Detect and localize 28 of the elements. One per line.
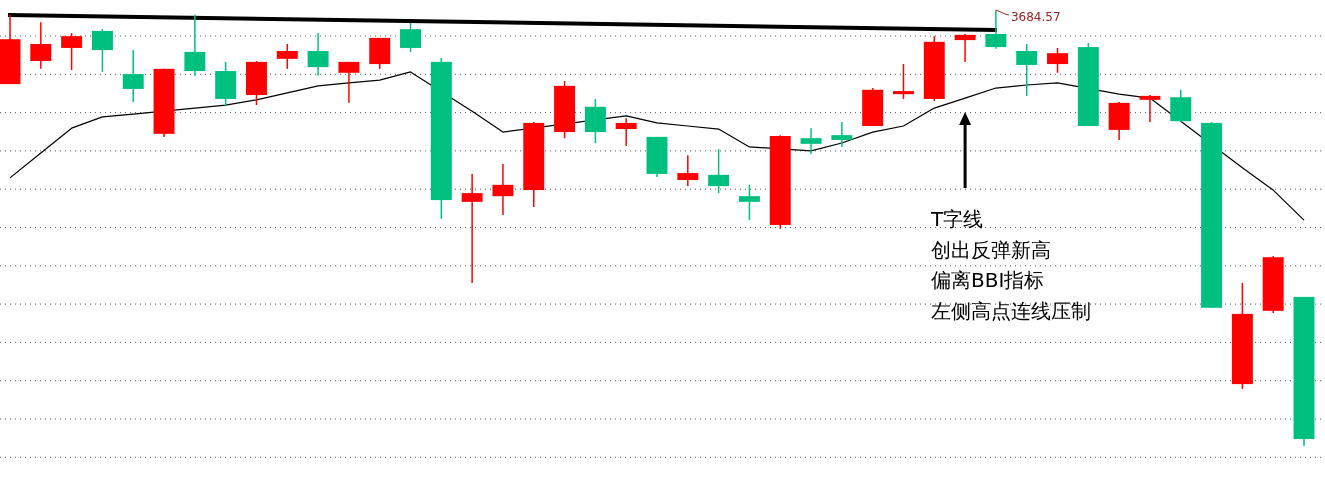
- candlestick: [276, 43, 298, 70]
- annotation: T字线: [930, 207, 984, 231]
- candlestick: [61, 32, 83, 71]
- candlestick: [954, 33, 976, 63]
- candlestick: [492, 163, 514, 216]
- candlestick: [122, 49, 144, 103]
- candlestick: [1047, 47, 1068, 74]
- candlestick: [338, 61, 360, 104]
- annotation: 3684.57: [1010, 10, 1061, 24]
- candlestick: [1016, 43, 1038, 97]
- candlestick: [184, 14, 206, 77]
- candlestick: [738, 184, 760, 221]
- candlestick: [1139, 94, 1161, 123]
- candlestick: [800, 127, 822, 155]
- annotation: 偏离BBI指标: [931, 268, 1045, 292]
- candlestick: [893, 63, 914, 100]
- candlestick: [30, 21, 52, 70]
- candlestick: [461, 173, 483, 284]
- candlestick: [615, 117, 637, 147]
- annotation: 左侧高点连线压制: [931, 298, 1091, 323]
- candlestick: [677, 154, 699, 187]
- candlestick: [831, 121, 853, 148]
- candlestick: [400, 22, 421, 53]
- candlestick: [708, 148, 730, 194]
- candlestick: [1170, 89, 1192, 123]
- annotation: 创出反弹新高: [931, 237, 1051, 262]
- candlestick: [91, 28, 113, 73]
- candlestick: [307, 32, 329, 77]
